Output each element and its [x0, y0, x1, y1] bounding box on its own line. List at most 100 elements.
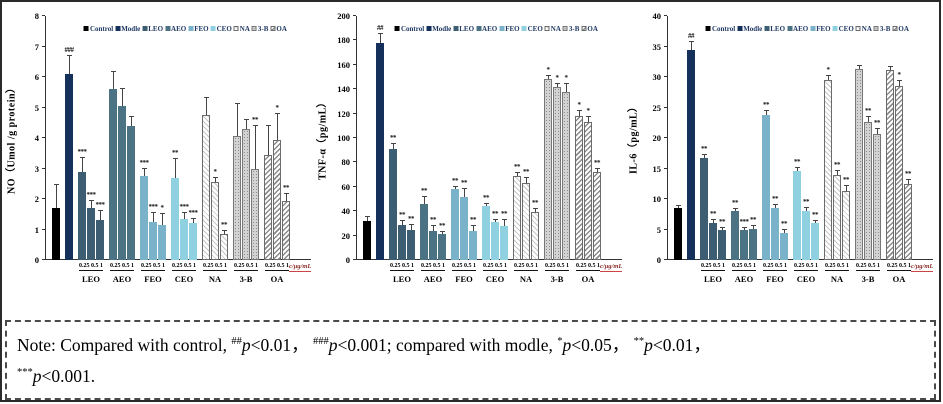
- bars-row: [363, 16, 371, 260]
- error-bar-cap: [763, 110, 769, 112]
- note-text-segment: p: [241, 335, 251, 355]
- y-axis-title: NO（Umol /g protein）: [6, 82, 18, 194]
- bar: [149, 221, 157, 260]
- bar-slot: *: [544, 16, 552, 260]
- y-tick-label: 200: [337, 11, 350, 21]
- y-tick-label: 2: [34, 194, 39, 204]
- error-bar-cap: [461, 188, 467, 190]
- error-bar-cap: [430, 224, 436, 226]
- bar-group-na: ** ** ** 0.25 0.5 1 NA: [513, 16, 539, 284]
- legend-label: CEO: [838, 24, 854, 33]
- bar: [553, 86, 561, 260]
- bar-slot: **: [531, 16, 539, 260]
- legend-item: OA: [892, 25, 909, 33]
- error-bar: [516, 173, 518, 176]
- group-label: OA: [581, 274, 595, 284]
- bar: [687, 49, 695, 260]
- bar-slot: **: [873, 16, 881, 260]
- error-bar-cap: [523, 177, 529, 179]
- error-bar: [805, 207, 807, 211]
- significance-mark: ***: [188, 208, 199, 217]
- significance-mark: *: [586, 107, 591, 116]
- legend-swatch: [165, 26, 171, 31]
- bar-slot: [674, 16, 682, 260]
- y-tick-mark: [42, 167, 45, 169]
- error-bar: [485, 203, 487, 207]
- bar-slot: **: [833, 16, 841, 260]
- legend-swatch: [394, 26, 400, 31]
- error-bar-cap: [843, 185, 849, 187]
- significance-mark: ***: [139, 158, 150, 167]
- legend-swatch: [521, 26, 527, 31]
- y-tick-label: 160: [337, 59, 350, 70]
- legend-swatch: [787, 26, 793, 31]
- bar: [491, 222, 499, 260]
- error-bar-cap: [399, 219, 405, 221]
- significance-mark: **: [408, 214, 415, 223]
- significance-mark: ***: [86, 190, 97, 199]
- bar: [740, 230, 748, 260]
- group-label: 3-B: [239, 274, 253, 284]
- group-label: FEO: [766, 274, 784, 284]
- bar-slot: **: [282, 16, 290, 260]
- bar: [873, 133, 881, 260]
- bar-slot: ***: [78, 16, 87, 260]
- significance-mark: **: [763, 101, 770, 110]
- bar: [233, 136, 241, 260]
- error-bar: [712, 220, 714, 224]
- error-bar-cap: [688, 41, 694, 43]
- bar-group-aeo: ** *** ** 0.25 0.5 1 AEO: [731, 16, 757, 284]
- legend-label: NA: [239, 24, 250, 33]
- group-label: AEO: [423, 274, 443, 284]
- significance-mark: **: [452, 176, 459, 185]
- error-bar-cap: [492, 218, 498, 220]
- bar: [251, 168, 259, 260]
- error-bar-cap: [834, 169, 840, 171]
- error-bar: [565, 84, 567, 92]
- error-bar-cap: [532, 207, 538, 209]
- significance-mark: **: [803, 197, 810, 206]
- legend-item: NA: [233, 24, 250, 33]
- y-tick-mark: [353, 259, 356, 260]
- bar-slot: [52, 16, 60, 260]
- error-bar-cap: [576, 110, 582, 112]
- bars-row: ** ** **: [762, 16, 788, 260]
- y-tick-label: 100: [337, 133, 350, 143]
- legend-item: Modle: [115, 25, 140, 33]
- legend-item: OA: [270, 25, 287, 33]
- significance-mark: ***: [148, 202, 159, 211]
- error-bar-cap: [252, 124, 258, 126]
- bars-row: *** *** ***: [78, 16, 105, 260]
- legend-swatch: [142, 26, 148, 31]
- group-label: AEO: [734, 274, 754, 284]
- legend-label: NA: [550, 24, 561, 33]
- y-tick-label: 5: [34, 102, 39, 113]
- bar-group-3-b: * * * 0.25 0.5 1 3-B: [544, 16, 570, 284]
- error-bar: [814, 220, 816, 223]
- legend-label: OA: [276, 24, 287, 33]
- significance-mark: **: [874, 119, 881, 128]
- y-axis: 0 5 10 15 20 25 30 35 40: [640, 12, 667, 264]
- bar-group-modle: ##: [376, 16, 384, 284]
- bar: [904, 183, 912, 260]
- significance-mark: **: [812, 210, 819, 219]
- y-tick-label: 60: [341, 181, 351, 192]
- error-bar: [112, 72, 114, 90]
- bar: [65, 73, 73, 260]
- legend-item: AEO: [165, 25, 186, 33]
- chart-il6: IL-6（pg/mL） 0 5 10 15 20 25 30 35 40 Control Modl…: [626, 2, 937, 318]
- legend-item: LEO: [142, 25, 163, 33]
- error-bar-cap: [585, 116, 591, 118]
- legend-label: AEO: [482, 24, 498, 33]
- error-bar: [783, 230, 785, 233]
- bar: [855, 69, 863, 260]
- error-bar: [845, 186, 847, 192]
- legend-swatch: [115, 26, 121, 31]
- y-tick-mark: [664, 15, 667, 16]
- bar-groups: ## ** ** ** 0.25 0.5 1 LEO ** ** ** 0.25 0.5 1 AEO…: [357, 16, 622, 284]
- legend-label: LEO: [459, 24, 475, 33]
- legend-label: Control: [89, 24, 114, 33]
- bar: [575, 116, 583, 260]
- error-bar: [534, 208, 536, 213]
- error-bar: [161, 214, 163, 225]
